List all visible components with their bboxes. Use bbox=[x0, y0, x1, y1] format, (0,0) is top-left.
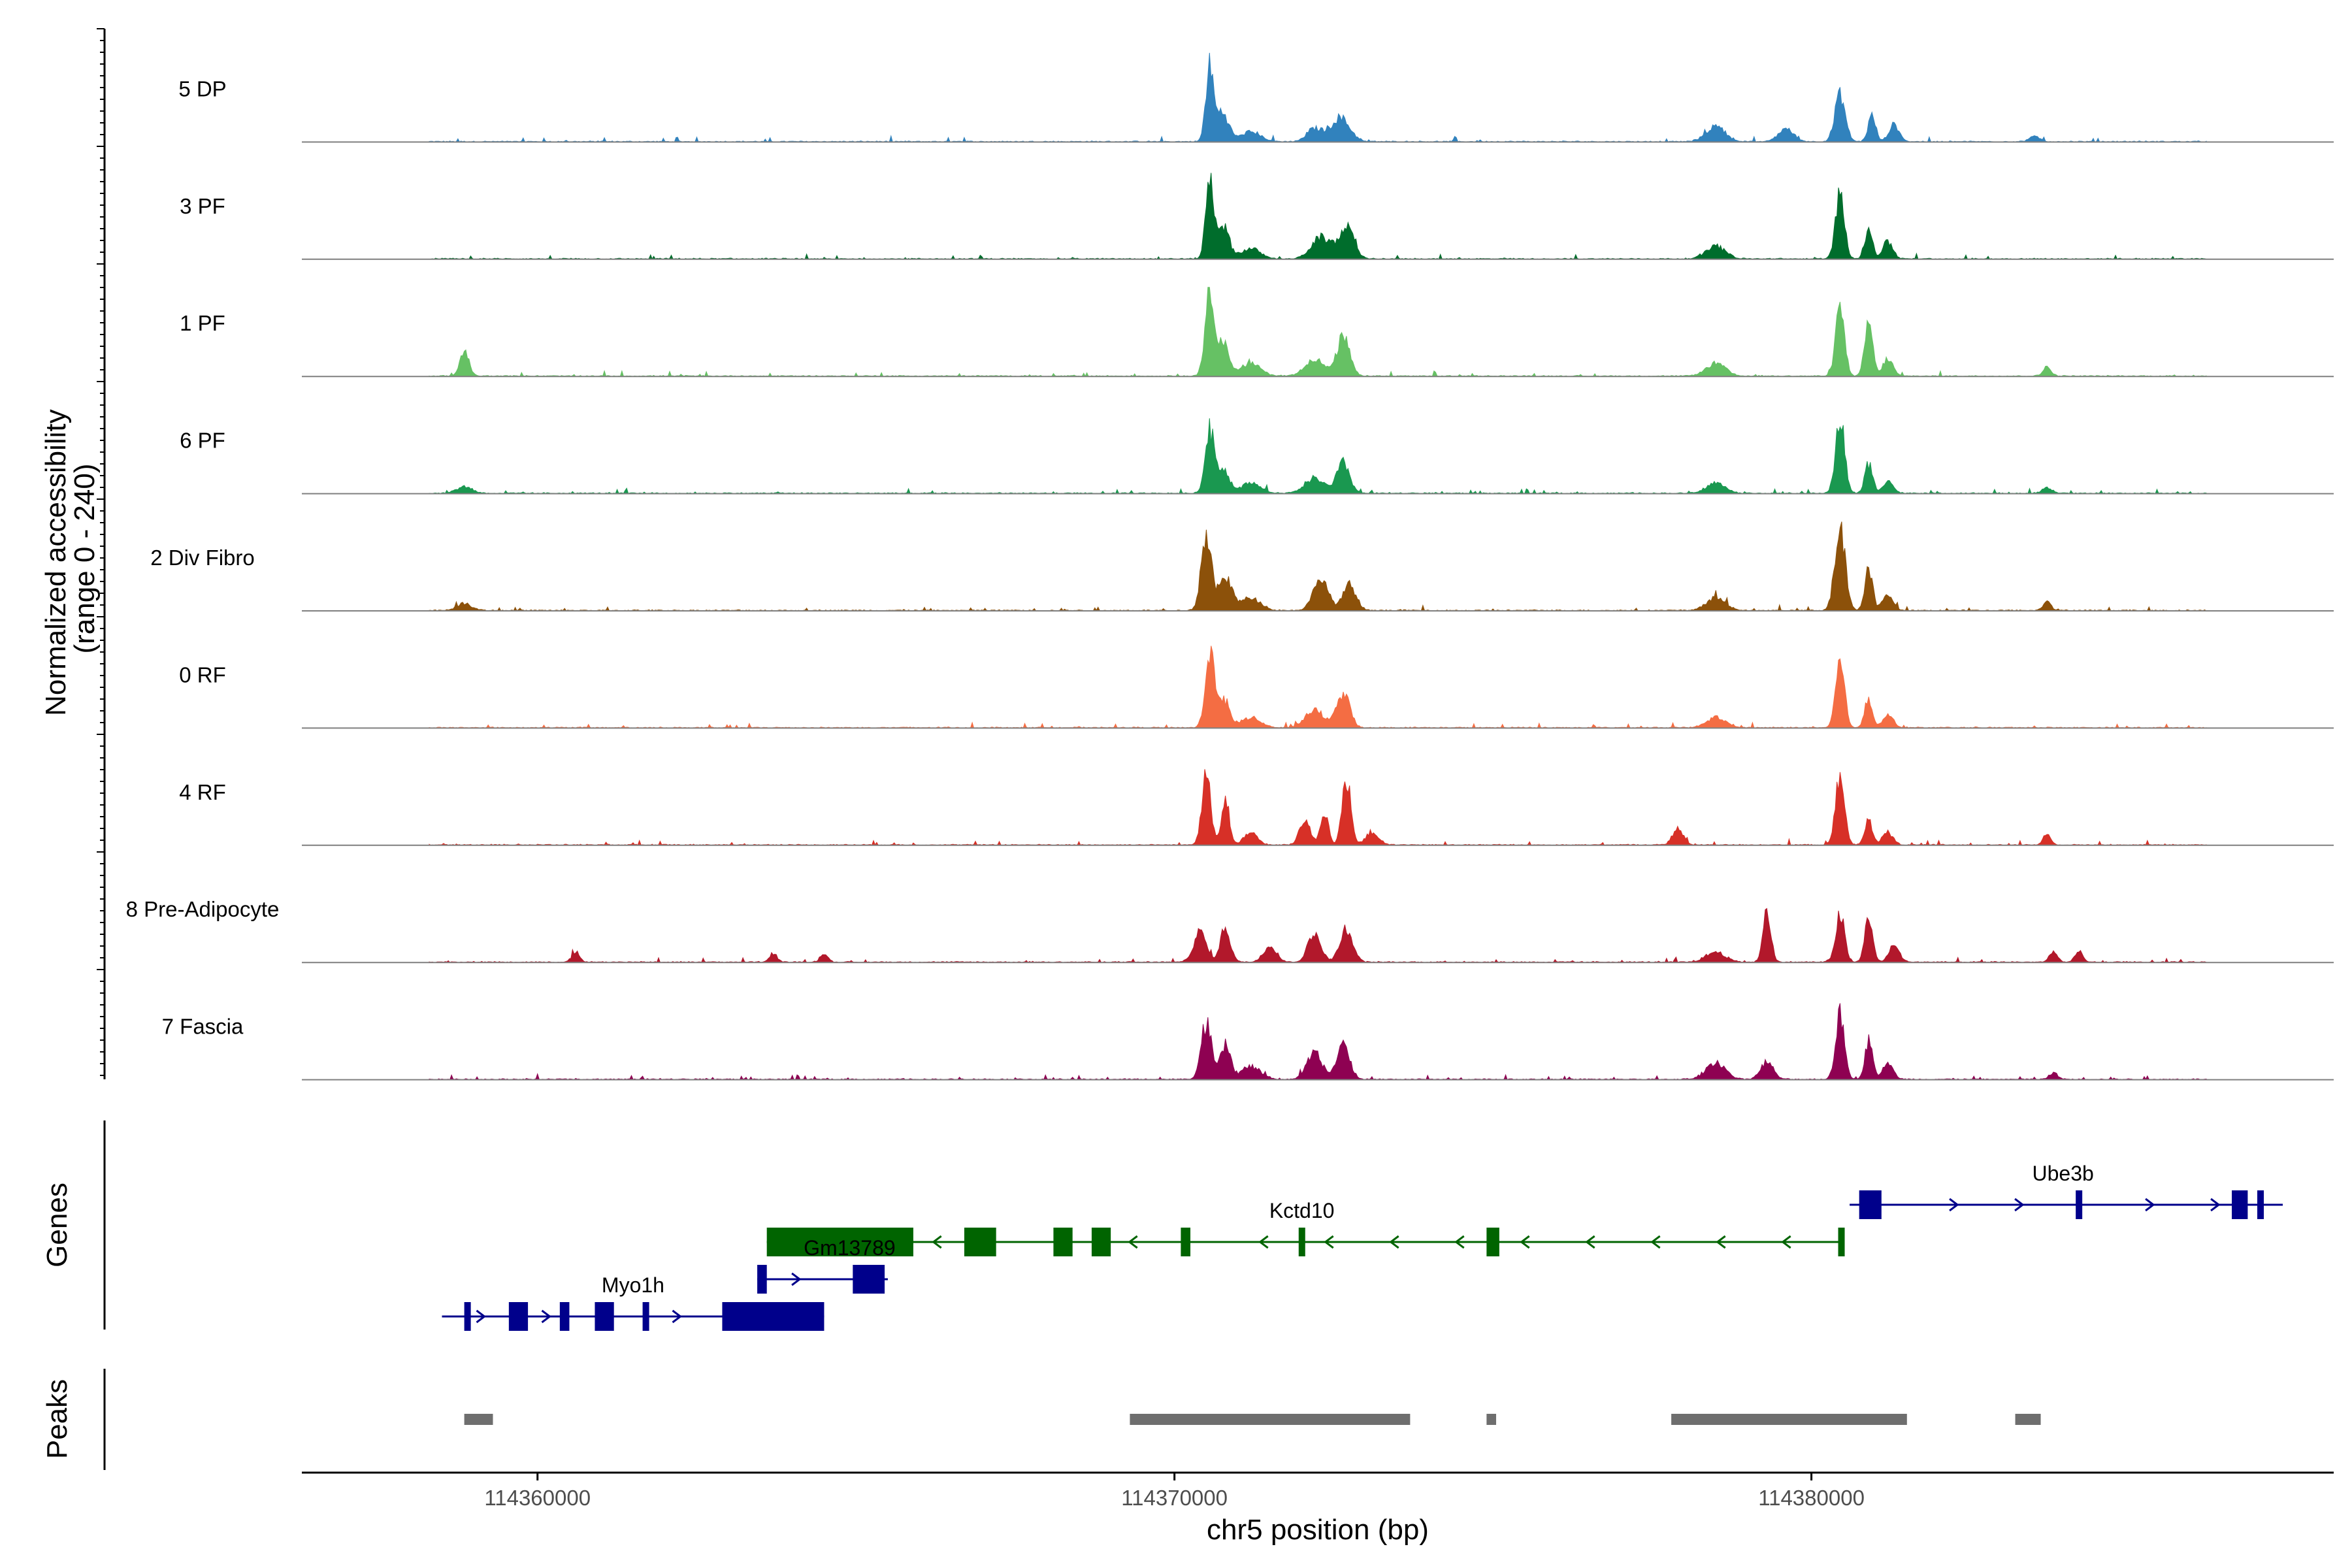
gene-label: Myo1h bbox=[602, 1273, 664, 1297]
coverage-area bbox=[429, 287, 2207, 377]
coverage-tracks: 5 DP 3 PF 1 PF 6 PF 2 Div Fibro 0 RF 4 RF 8 Pre… bbox=[126, 52, 2334, 1081]
coverage-area bbox=[429, 769, 2207, 846]
x-tick-label: 114370000 bbox=[1121, 1486, 1228, 1510]
gene-label: Kctd10 bbox=[1269, 1199, 1335, 1222]
gene-exon bbox=[757, 1265, 767, 1294]
gene-label: Gm13789 bbox=[804, 1236, 896, 1260]
coverage-track: 7 Fascia bbox=[162, 1003, 2334, 1081]
strand-arrow bbox=[2210, 1198, 2221, 1212]
gene-exon bbox=[595, 1302, 614, 1331]
gene-exon bbox=[964, 1228, 996, 1256]
x-tick-label: 114360000 bbox=[484, 1486, 591, 1510]
gene-exon bbox=[559, 1302, 570, 1331]
gene-exon bbox=[1298, 1228, 1305, 1256]
gene-exon bbox=[1859, 1190, 1882, 1219]
coverage-area bbox=[429, 52, 2207, 143]
coverage-area bbox=[429, 645, 2207, 729]
track-label: 1 PF bbox=[180, 311, 225, 335]
gene-exon bbox=[464, 1302, 471, 1331]
coverage-track: 8 Pre-Adipocyte bbox=[126, 897, 2334, 964]
strand-arrow bbox=[1324, 1235, 1334, 1249]
genes-panel-title: Genes bbox=[41, 1183, 73, 1267]
coverage-track: 2 Div Fibro bbox=[150, 521, 2334, 612]
gene-exon bbox=[642, 1302, 649, 1331]
coverage-area bbox=[429, 521, 2208, 612]
x-axis-title: chr5 position (bp) bbox=[1207, 1514, 1429, 1546]
x-tick-label: 114380000 bbox=[1758, 1486, 1865, 1510]
coverage-y-axis-title: Normalized accessibility (range 0 - 240) bbox=[40, 401, 101, 716]
strand-arrow bbox=[541, 1309, 551, 1324]
gene-exon bbox=[1091, 1228, 1111, 1256]
coverage-track: 3 PF bbox=[180, 172, 2334, 260]
strand-arrow bbox=[1781, 1235, 1791, 1249]
strand-arrow bbox=[1520, 1235, 1530, 1249]
x-axis-ticks: 114360000 114370000 114380000 bbox=[484, 1473, 1865, 1510]
track-label: 5 DP bbox=[178, 76, 226, 101]
strand-arrow bbox=[791, 1272, 802, 1286]
gene-exon bbox=[722, 1302, 825, 1331]
strand-arrow bbox=[672, 1309, 682, 1324]
gene-exon bbox=[1181, 1228, 1191, 1256]
track-label: 3 PF bbox=[180, 194, 225, 218]
gene-model: Gm13789 bbox=[757, 1236, 896, 1294]
coverage-area bbox=[429, 907, 2207, 963]
track-label: 6 PF bbox=[180, 429, 225, 453]
coverage-track: 1 PF bbox=[180, 287, 2334, 378]
coverage-track: 0 RF bbox=[179, 645, 2334, 729]
strand-arrow bbox=[2014, 1198, 2025, 1212]
peak-region bbox=[1130, 1414, 1411, 1425]
coverage-area bbox=[429, 1003, 2207, 1081]
coverage-area bbox=[429, 172, 2207, 260]
coverage-track: 4 RF bbox=[179, 769, 2334, 846]
track-label: 0 RF bbox=[179, 662, 226, 687]
gene-exon bbox=[1838, 1228, 1845, 1256]
gene-model: Ube3b bbox=[1850, 1162, 2283, 1219]
gene-annotation-track: Kctd10 Ube3b Gm13789 Myo1h bbox=[442, 1162, 2283, 1331]
gene-exon bbox=[766, 1228, 913, 1256]
strand-arrow bbox=[1454, 1235, 1465, 1249]
strand-arrow bbox=[1585, 1235, 1595, 1249]
peaks-panel-title: Peaks bbox=[41, 1379, 73, 1459]
gene-exon bbox=[853, 1265, 885, 1294]
strand-arrow bbox=[2145, 1198, 2155, 1212]
coverage-track: 6 PF bbox=[180, 418, 2334, 495]
gene-exon bbox=[1053, 1228, 1073, 1256]
peak-region bbox=[1486, 1414, 1496, 1425]
track-label: 8 Pre-Adipocyte bbox=[126, 897, 280, 921]
strand-arrow bbox=[1389, 1235, 1399, 1249]
peak-region bbox=[464, 1414, 493, 1425]
strand-arrow bbox=[1258, 1235, 1269, 1249]
track-label: 4 RF bbox=[179, 780, 226, 804]
gene-model: Kctd10 bbox=[766, 1199, 1845, 1256]
gene-exon bbox=[2076, 1190, 2083, 1219]
strand-arrow bbox=[932, 1235, 942, 1249]
peak-region bbox=[1671, 1414, 1907, 1425]
strand-arrow bbox=[1128, 1235, 1138, 1249]
coverage-track: 5 DP bbox=[178, 52, 2334, 143]
strand-arrow bbox=[476, 1309, 486, 1324]
gene-exon bbox=[508, 1302, 529, 1331]
coverage-y-axis bbox=[97, 28, 106, 1079]
strand-arrow bbox=[1650, 1235, 1661, 1249]
gene-label: Ube3b bbox=[2033, 1162, 2094, 1185]
strand-arrow bbox=[1949, 1198, 1959, 1212]
track-label: 2 Div Fibro bbox=[150, 546, 255, 570]
coverage-area bbox=[429, 418, 2207, 495]
gene-exon bbox=[2257, 1190, 2264, 1219]
strand-arrow bbox=[1716, 1235, 1726, 1249]
gene-model: Myo1h bbox=[442, 1273, 825, 1331]
track-label: 7 Fascia bbox=[162, 1015, 244, 1039]
peaks-track bbox=[464, 1414, 2041, 1425]
gene-exon bbox=[2232, 1190, 2248, 1219]
peak-region bbox=[2015, 1414, 2041, 1425]
gene-exon bbox=[1486, 1228, 1499, 1256]
